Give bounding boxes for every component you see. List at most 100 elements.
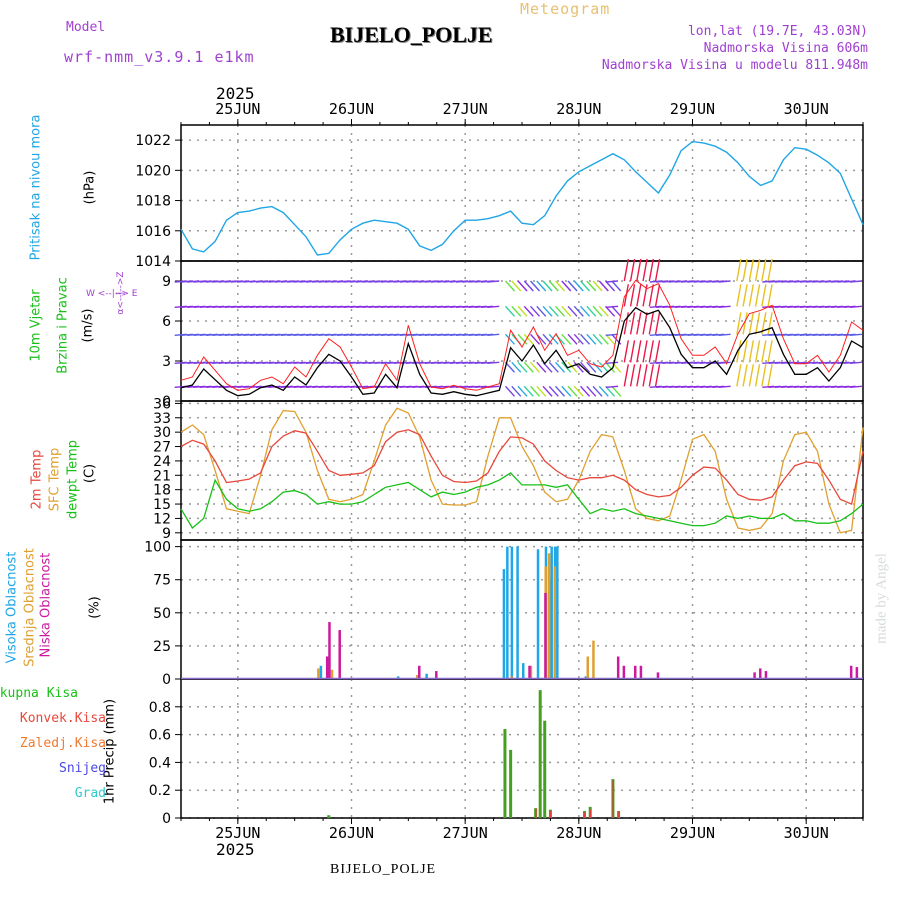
cloud-bar-2-0	[325, 656, 329, 679]
wind-arrow	[654, 284, 661, 307]
y-tick-label: 0	[162, 394, 171, 410]
precip-total-bar-2	[509, 749, 513, 818]
wind-arrow	[754, 364, 761, 387]
wind-arrow	[654, 340, 661, 363]
wind-arrow	[517, 361, 528, 373]
temp-2m-line	[180, 429, 864, 506]
wind-arrow	[530, 385, 541, 397]
wind-arrow	[748, 284, 755, 307]
wind-arrow	[567, 280, 578, 292]
y-tick-label: 27	[153, 440, 171, 456]
wind-arrow	[530, 361, 541, 373]
wind-arrow	[517, 385, 528, 397]
cloud-bar-0-2	[425, 673, 428, 679]
wind-arrow	[530, 280, 541, 292]
wind-arrow	[598, 361, 609, 373]
cloud-bar-0-5	[510, 546, 514, 679]
wind-arrow	[487, 361, 500, 365]
wind-arrow	[598, 280, 609, 292]
wind-arrow	[487, 333, 500, 337]
wind-arrow	[742, 340, 748, 363]
wind-arrow	[849, 305, 862, 309]
cloud-bar-0-4	[506, 546, 509, 679]
wind-arrow	[561, 361, 572, 373]
wind-arrow	[636, 312, 642, 335]
wind-arrow	[736, 258, 742, 282]
wind-arrow	[648, 284, 654, 307]
panel-frame-3	[180, 539, 864, 680]
wind-arrow	[629, 340, 636, 363]
wind-arrow	[487, 280, 500, 283]
wind-arrow	[611, 385, 622, 397]
wind-arrow	[754, 258, 761, 282]
wind-arrow	[580, 385, 591, 397]
wind-arrow	[561, 305, 572, 317]
cloud-bar-1-3	[510, 676, 513, 679]
y-tick-label: 0.2	[149, 783, 171, 799]
x-tick-bottom-25JUN: 25JUN	[215, 824, 260, 842]
precip-total-bar-1	[503, 729, 507, 818]
wind-arrow	[598, 385, 609, 397]
y-tick-label: 0	[162, 672, 171, 688]
cloud-bar-2-11	[656, 672, 660, 679]
wind-arrow	[511, 385, 522, 397]
wind-arrow	[567, 385, 578, 397]
cloud-bar-2-4	[435, 671, 438, 679]
wind-arrow	[530, 333, 541, 345]
y-tick-label: 18	[153, 483, 171, 499]
wind-arrow	[523, 385, 534, 397]
station-title: BIJELO_POLJE	[330, 22, 493, 47]
y-tick-label: 33	[153, 411, 171, 427]
wind-arrow	[623, 258, 629, 282]
x-tick-top-27JUN: 27JUN	[443, 100, 488, 118]
wind-arrow	[504, 280, 516, 292]
precip-conv-bar-3	[589, 809, 592, 818]
wind-arrow	[654, 258, 661, 282]
wind-arrow	[623, 312, 629, 335]
wind-arrow	[555, 385, 566, 397]
cloud-bar-2-1	[328, 622, 331, 679]
wind-arrow	[561, 333, 572, 345]
wind-arrow	[567, 305, 578, 317]
y-tick-label: 6	[162, 314, 171, 330]
precip-conv-bar-0	[535, 808, 537, 818]
wind-arrow	[736, 340, 742, 363]
cloud-bar-2-15	[849, 665, 853, 679]
wind-arrow	[573, 280, 584, 292]
wind-arrow	[555, 361, 566, 373]
wind-arrow	[573, 333, 584, 345]
wind-arrow	[767, 340, 773, 363]
dewpoint-line	[180, 472, 864, 529]
wind-arrow	[592, 333, 603, 345]
wind-arrow	[487, 305, 500, 309]
precip-conv-bar-4	[612, 780, 614, 818]
cloud-bar-1-9	[592, 640, 595, 679]
y-tick-label: 9	[162, 526, 171, 542]
precip-legend-total: Ukupna Kisa	[0, 686, 78, 701]
wind-arrow	[605, 361, 616, 373]
wind-arrow	[767, 364, 773, 387]
wind-arrow	[623, 284, 629, 307]
wind-arrow	[605, 385, 619, 389]
cloud-bar-1-1	[330, 669, 334, 679]
wind-arrow	[742, 312, 748, 335]
wind-arrow	[761, 284, 767, 307]
wind-arrow	[648, 340, 654, 363]
cloud-bar-2-3	[418, 665, 421, 679]
cloud-bar-1-4	[529, 665, 533, 679]
wind-arrow	[523, 361, 534, 373]
wind-arrow	[530, 305, 541, 317]
wind-arrow	[636, 258, 642, 282]
wind-arrow	[642, 364, 648, 387]
wind-arrow	[636, 284, 642, 307]
footer-station: BIJELO_POLJE	[330, 862, 437, 877]
cloud-bar-1-8	[586, 656, 590, 679]
wind-arrow	[636, 340, 642, 363]
cloud-bar-0-11	[550, 546, 553, 679]
wind-arrow	[629, 284, 636, 307]
cloud-bar-2-5	[528, 665, 531, 679]
wind-arrow	[586, 280, 597, 292]
wind-arrow	[767, 312, 773, 335]
wind-arrow	[517, 280, 528, 292]
